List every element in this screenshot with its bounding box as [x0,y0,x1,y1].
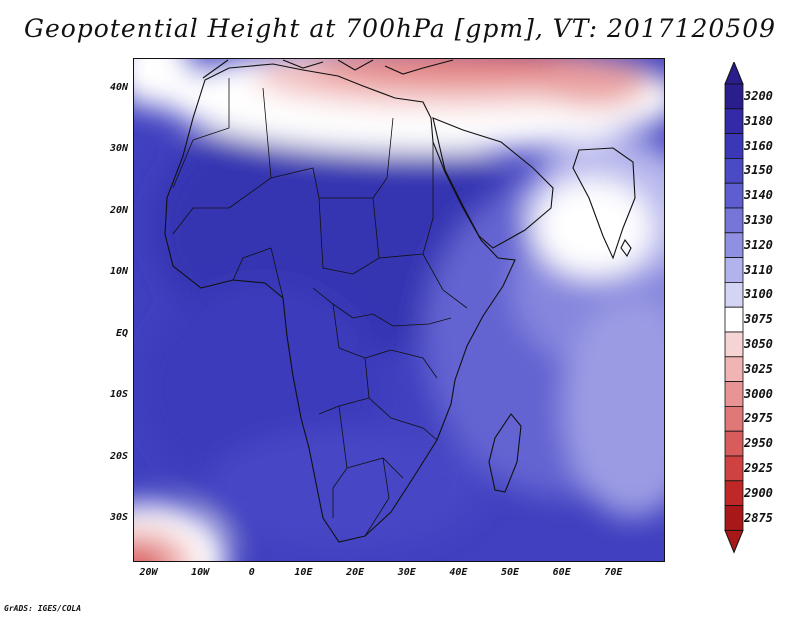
colorbar-top-arrow [724,62,744,85]
colorbar-level-label: 3180 [744,113,773,128]
colorbar-swatch [724,331,744,358]
colorbar-level-label: 3200 [744,89,773,103]
colorbar-level-label: 3160 [744,138,773,153]
y-tick-label: EQ [115,327,128,339]
colorbar-swatch [724,108,744,134]
map-title: Geopotential Height at 700hPa [gpm], VT:… [23,14,777,43]
colorbar-level-label: 2875 [744,510,773,525]
colorbar-level-label: 3000 [744,386,773,401]
colorbar-level-label: 3075 [744,312,773,327]
colorbar-swatch [724,257,744,283]
colorbar-level-label: 2975 [744,411,773,426]
x-tick-label: 20E [346,567,365,578]
borders [172,78,468,537]
x-tick-label: 20W [139,567,158,578]
colorbar-level-label: 3140 [744,188,773,203]
x-tick-label: 10E [294,567,313,578]
colorbar-swatch [724,430,744,457]
x-tick-label: 60E [552,567,571,578]
colorbar-level-label: 3100 [744,287,773,302]
geopotential-map [133,58,665,562]
colorbar-swatch [724,356,744,382]
colorbar-swatch [724,455,744,482]
x-tick-label: 50E [501,567,520,578]
height-field [133,58,665,562]
colorbar-swatch [724,207,744,234]
colorbar-level-label: 3025 [744,361,773,376]
colorbar-level-label: 3130 [744,213,773,227]
colorbar-swatch [724,480,744,506]
colorbar-level-label: 2900 [744,485,773,500]
map-panel [133,58,665,562]
colorbar-swatch [724,306,744,333]
colorbar-level-label: 3150 [744,163,773,178]
colorbar-level-label: 3110 [744,262,773,277]
colorbar-swatch [724,158,744,184]
colorbar [724,62,744,554]
x-tick-label: 30E [397,567,416,578]
x-tick-label: 40E [449,567,468,578]
colorbar-bottom-arrow [724,529,744,554]
credit-text: GrADS: IGES/COLA [4,604,82,613]
colorbar-level-label: 3050 [744,337,773,351]
y-tick-label: 40N [109,81,128,93]
y-tick-label: 20N [109,204,128,216]
colorbar-swatch [724,405,744,432]
colorbar-level-label: 3120 [744,237,773,252]
colorbar-swatch [724,182,744,209]
colorbar-swatch [724,232,744,259]
colorbar-swatch [724,381,744,407]
y-tick-label: 30S [109,511,128,523]
colorbar-level-label: 2950 [744,436,773,451]
colorbar-swatch [724,133,744,159]
colorbar-swatch [724,281,744,308]
x-tick-label: 70E [604,567,623,578]
colorbar-swatch [724,83,744,110]
y-tick-label: 10N [109,266,128,278]
y-tick-label: 30N [109,143,128,155]
x-tick-label: 10W [191,567,210,578]
y-tick-label: 10S [109,389,128,401]
x-tick-label: 0 [248,567,255,578]
colorbar-swatch [724,505,744,531]
colorbar-level-label: 2925 [744,461,773,475]
y-tick-label: 20S [109,450,128,462]
